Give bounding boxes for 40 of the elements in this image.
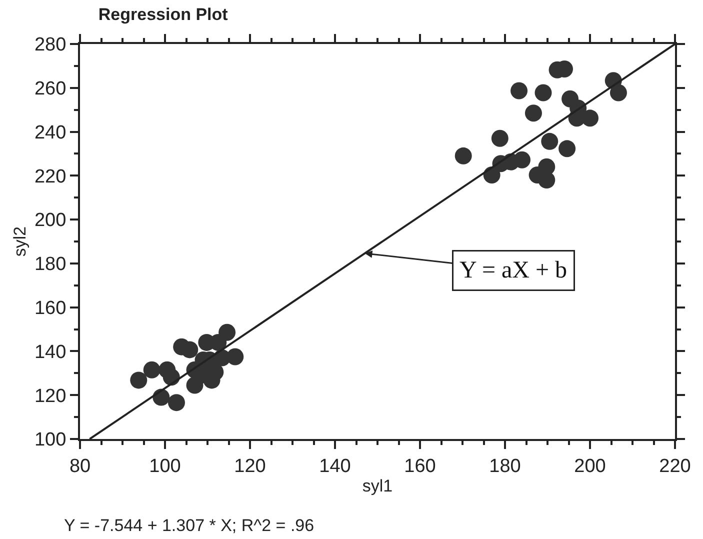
y-tick-label: 220	[34, 166, 66, 188]
x-tick-label: 180	[489, 456, 521, 477]
point	[524, 104, 542, 122]
x-tick-label: 80	[69, 456, 91, 477]
y-tick-label: 160	[34, 298, 66, 319]
y-tick-label: 240	[34, 122, 66, 144]
point	[582, 110, 598, 127]
point	[206, 364, 224, 381]
point	[168, 394, 185, 412]
y-tick-label: 140	[34, 342, 66, 363]
y-tick-label: 180	[34, 254, 66, 276]
chart-title: Regression Plot	[98, 4, 228, 24]
point	[610, 84, 627, 102]
point	[534, 84, 552, 102]
point	[181, 341, 198, 358]
point	[130, 372, 148, 389]
point	[558, 140, 576, 158]
point	[491, 130, 508, 147]
point	[454, 147, 472, 164]
x-tick-label: 120	[234, 456, 266, 477]
point	[143, 361, 160, 378]
y-axis-title: syl2	[10, 226, 30, 257]
point	[226, 348, 244, 366]
x-tick-label: 140	[319, 456, 351, 477]
x-tick-label: 200	[574, 456, 606, 477]
annotation: Y = aX + b	[460, 258, 567, 284]
y-tick-label: 100	[34, 430, 66, 451]
x-tick-label: 220	[659, 456, 691, 477]
y-tick-label: 200	[34, 210, 66, 232]
y-tick-label: 260	[34, 78, 66, 100]
point	[538, 172, 556, 189]
point	[510, 82, 528, 100]
point	[541, 132, 558, 150]
text: Y = -7.544 + 1.307 * X; R^2 = .96	[64, 516, 314, 535]
x-tick-label: 160	[404, 456, 436, 477]
y-tick-label: 120	[34, 386, 66, 407]
x-axis-title: syl1	[362, 476, 393, 496]
x-tick-label: 100	[149, 456, 181, 477]
point	[514, 151, 530, 168]
y-tick-label: 280	[34, 34, 66, 56]
